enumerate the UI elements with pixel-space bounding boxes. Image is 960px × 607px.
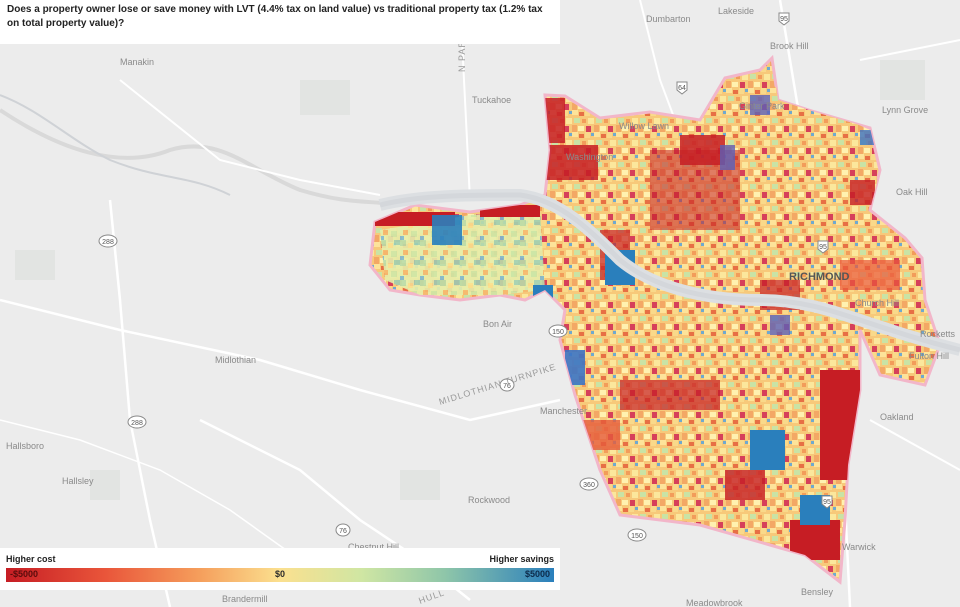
route-76-shield-a: 76 xyxy=(499,378,515,392)
route-288-shield-b: 288 xyxy=(127,415,147,429)
place-manakin: Manakin xyxy=(120,57,154,67)
route-288-shield-a: 288 xyxy=(98,234,118,248)
legend-mid-tick: $0 xyxy=(274,569,286,579)
place-bon-air: Bon Air xyxy=(483,319,512,329)
place-rockwood: Rockwood xyxy=(468,495,510,505)
place-dumbarton: Dumbarton xyxy=(646,14,691,24)
place-meadowbrook: Meadowbrook xyxy=(686,598,743,607)
place-willow-lawn: Willow Lawn xyxy=(619,121,669,131)
place-church-hill: Church Hill xyxy=(855,298,899,308)
route-76-label: 76 xyxy=(339,528,347,535)
route-150-label: 150 xyxy=(552,329,564,336)
route-76-shield-b: 76 xyxy=(335,523,351,537)
property-tax-overlay xyxy=(368,54,960,585)
place-lakeside: Lakeside xyxy=(718,6,754,16)
road-parham: N PARHAM xyxy=(457,17,467,72)
place-oak-hill: Oak Hill xyxy=(896,187,928,197)
interstate-95-label: 95 xyxy=(819,244,827,251)
place-brandermill: Brandermill xyxy=(222,594,268,604)
legend-high-label: Higher savings xyxy=(489,554,554,564)
place-oakland: Oakland xyxy=(880,412,914,422)
route-288-label: 288 xyxy=(131,420,143,427)
place-rocketts: Rocketts xyxy=(920,329,956,339)
place-hallsley: Hallsley xyxy=(62,476,94,486)
interstate-95-label: 95 xyxy=(780,16,788,23)
interstate-95-shield-c: 95 xyxy=(821,495,833,509)
legend-max-tick: $5000 xyxy=(524,569,550,579)
place-manchester: Manchester xyxy=(540,406,587,416)
route-150-shield-b: 150 xyxy=(627,528,647,542)
place-midlothian: Midlothian xyxy=(215,355,256,365)
interstate-64-label: 64 xyxy=(678,85,686,92)
place-tuckahoe: Tuckahoe xyxy=(472,95,511,105)
legend-low-label: Higher cost xyxy=(6,554,56,564)
place-labels: Dumbarton Lakeside Brook Hill Manakin Tu… xyxy=(6,6,956,607)
legend-color-ramp: -$5000 $0 $5000 xyxy=(6,568,554,582)
highway-shields: 288 288 76 76 150 150 360 64 95 95 95 xyxy=(98,12,833,542)
route-150-label: 150 xyxy=(631,533,643,540)
place-chestnut-hill: Chestnut Hill xyxy=(348,542,399,552)
place-richmond: RICHMOND xyxy=(789,271,850,283)
route-76-label: 76 xyxy=(503,383,511,390)
place-fulton-hill: Fulton Hill xyxy=(909,351,949,361)
legend-end-labels: Higher cost Higher savings xyxy=(6,554,554,566)
map-title-panel: Does a property owner lose or save money… xyxy=(0,0,560,44)
interstate-95-label: 95 xyxy=(823,499,831,506)
route-360-label: 360 xyxy=(583,482,595,489)
place-hallsboro: Hallsboro xyxy=(6,441,44,451)
interstate-95-shield-b: 95 xyxy=(817,240,829,254)
interstate-64-shield: 64 xyxy=(676,81,688,95)
place-ginter-park: Ginter Park xyxy=(739,101,785,111)
place-lynn-grove: Lynn Grove xyxy=(882,105,928,115)
route-288-label: 288 xyxy=(102,239,114,246)
map-title: Does a property owner lose or save money… xyxy=(7,4,543,29)
route-150-shield-a: 150 xyxy=(548,324,568,338)
place-warwick: Warwick xyxy=(842,542,876,552)
place-brook-hill: Brook Hill xyxy=(770,41,809,51)
route-360-shield: 360 xyxy=(579,477,599,491)
legend-min-tick: -$5000 xyxy=(10,569,39,579)
legend-panel: Higher cost Higher savings -$5000 $0 $50… xyxy=(0,548,560,590)
interstate-95-shield-a: 95 xyxy=(778,12,790,26)
place-bensley: Bensley xyxy=(801,587,834,597)
place-washington: Washington xyxy=(566,152,613,162)
